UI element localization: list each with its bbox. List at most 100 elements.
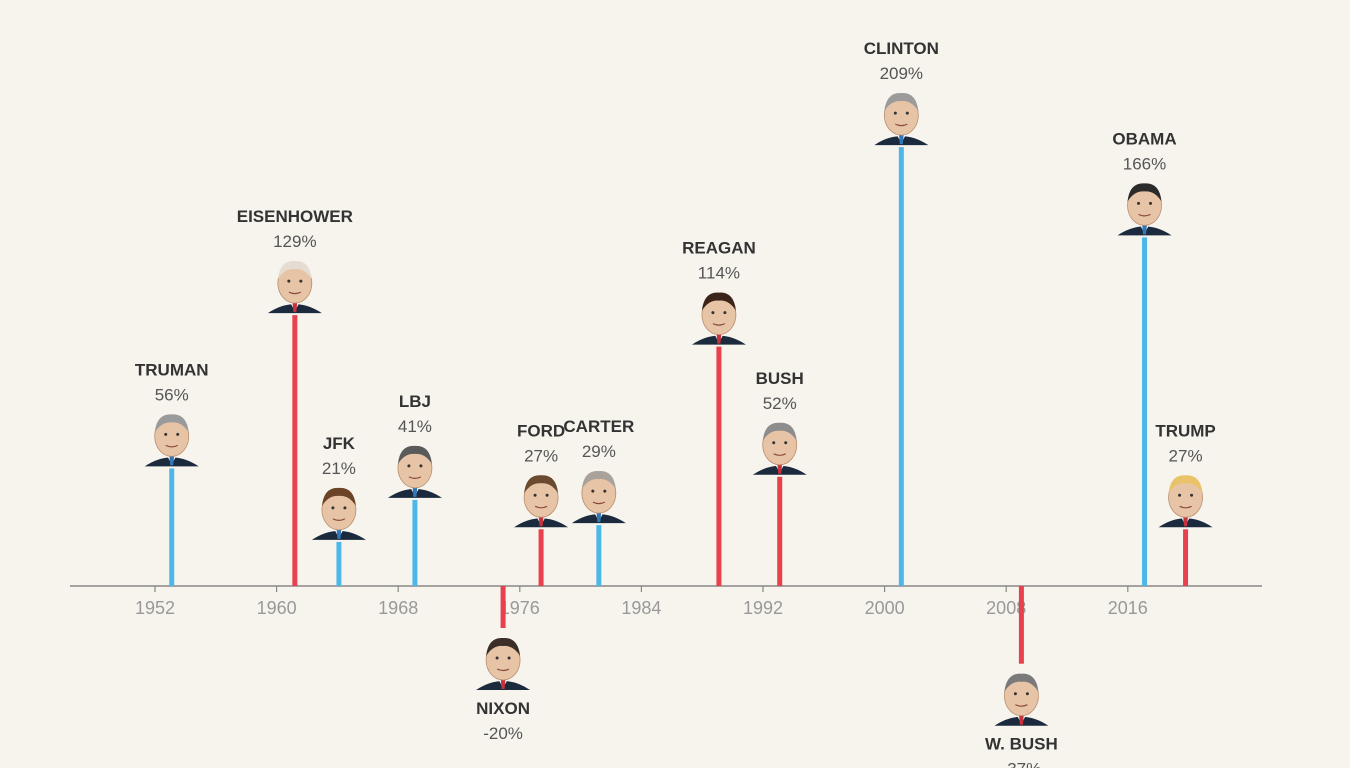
value-label: 52%: [763, 394, 797, 413]
x-tick-label: 1984: [621, 598, 661, 618]
series-name-label: TRUMP: [1155, 421, 1215, 440]
portrait-tie: [1183, 515, 1189, 527]
portrait-mouth: [712, 323, 726, 326]
portrait-mouth: [408, 476, 422, 479]
portrait-hair: [486, 637, 521, 656]
value-label: 27%: [524, 446, 558, 465]
portrait-eye: [1025, 692, 1029, 696]
portrait-eye: [784, 441, 788, 445]
value-label: 56%: [155, 385, 189, 404]
portrait-hair: [581, 471, 616, 490]
series-name-label: CLINTON: [864, 39, 939, 58]
portrait-hair: [154, 414, 189, 433]
portrait-eye: [507, 656, 511, 660]
portrait-tie: [1018, 713, 1024, 725]
portrait-mouth: [1179, 505, 1192, 509]
portrait-mouth: [534, 505, 548, 509]
portrait-mouth: [592, 501, 606, 505]
series-name-label: BUSH: [756, 369, 804, 388]
value-label: -37%: [1002, 760, 1042, 768]
series-name-label: W. BUSH: [985, 735, 1058, 754]
portrait-mouth: [773, 453, 786, 456]
series-name-label: LBJ: [399, 392, 431, 411]
portrait-mouth: [165, 444, 178, 448]
portrait-tie: [412, 485, 418, 497]
portrait-tie: [169, 454, 175, 466]
value-label: 166%: [1123, 154, 1166, 173]
portrait-hair: [524, 475, 559, 494]
value-label: 209%: [880, 64, 923, 83]
portrait-tie: [716, 332, 722, 344]
reagan-portrait-icon: [691, 292, 746, 345]
portrait-hair: [1127, 183, 1162, 202]
portrait-eye: [1190, 493, 1194, 497]
series-name-label: REAGAN: [682, 239, 756, 258]
portrait-hair: [884, 93, 919, 112]
portrait-hair: [701, 292, 736, 311]
value-label: 21%: [322, 459, 356, 478]
series-name-label: EISENHOWER: [237, 207, 353, 226]
series-name-label: NIXON: [476, 699, 530, 718]
clinton-portrait-icon: [874, 93, 929, 146]
bar-clinton: [898, 147, 904, 586]
value-label: 27%: [1169, 446, 1203, 465]
series-name-label: TRUMAN: [135, 360, 209, 379]
portrait-mouth: [288, 291, 302, 295]
portrait-tie: [777, 462, 783, 474]
x-tick-label: 1992: [743, 598, 783, 618]
portrait-eye: [299, 279, 303, 283]
value-label: -20%: [483, 724, 523, 743]
portrait-eye: [1149, 201, 1153, 205]
series-name-label: JFK: [323, 434, 356, 453]
x-tick-label: 1960: [257, 598, 297, 618]
truman-portrait-icon: [144, 414, 199, 467]
bar-ford: [538, 529, 544, 586]
eisenhower-portrait-icon: [267, 261, 322, 314]
lbj-portrait-icon: [387, 445, 442, 498]
portraits: [144, 93, 1213, 726]
portrait-tie: [898, 133, 904, 145]
value-label: 129%: [273, 232, 316, 251]
portrait-eye: [164, 432, 168, 436]
portrait-eye: [711, 311, 715, 315]
value-label: 114%: [698, 264, 740, 283]
bar-lbj: [412, 499, 418, 586]
value-label: 29%: [582, 442, 616, 461]
ford-portrait-icon: [514, 475, 569, 528]
portrait-eye: [533, 493, 537, 497]
portrait-eye: [419, 464, 423, 468]
portrait-eye: [495, 656, 499, 660]
portrait-eye: [331, 506, 335, 510]
bars: [169, 147, 1189, 664]
bush-portrait-icon: [752, 422, 807, 475]
bar-obama: [1142, 237, 1148, 586]
portrait-eye: [176, 432, 180, 436]
wbush-portrait-icon: [994, 673, 1049, 726]
portrait-tie: [292, 301, 298, 313]
portrait-mouth: [332, 518, 346, 521]
portrait-tie: [1142, 223, 1148, 235]
carter-portrait-icon: [571, 471, 626, 524]
x-tick-label: 1968: [378, 598, 418, 618]
portrait-eye: [591, 489, 595, 493]
portrait-eye: [772, 441, 776, 445]
x-tick-label: 2016: [1108, 598, 1148, 618]
bar-bush: [777, 476, 783, 586]
portrait-mouth: [1138, 213, 1151, 217]
portrait-hair: [1168, 475, 1203, 494]
portrait-eye: [343, 506, 347, 510]
portrait-eye: [1013, 692, 1017, 696]
portrait-eye: [1178, 493, 1182, 497]
portrait-hair: [1004, 673, 1039, 692]
portrait-hair: [397, 445, 432, 464]
x-tick-label: 2008: [986, 598, 1026, 618]
portrait-hair: [277, 261, 312, 280]
trump-portrait-icon: [1158, 475, 1213, 528]
portrait-eye: [1137, 201, 1141, 205]
portrait-mouth: [895, 123, 908, 127]
series-name-label: OBAMA: [1112, 129, 1176, 148]
bar-trump: [1183, 529, 1189, 586]
bar-reagan: [716, 346, 722, 586]
portrait-eye: [893, 111, 897, 115]
